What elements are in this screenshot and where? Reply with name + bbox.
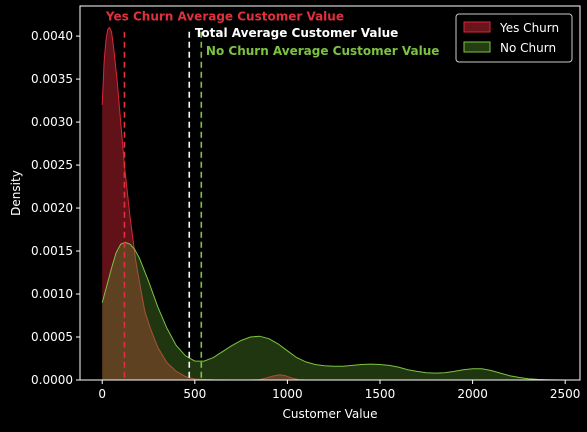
x-tick-label: 500 <box>183 387 206 401</box>
annotation-1: Total Average Customer Value <box>195 26 398 40</box>
legend-label-1: No Churn <box>500 41 556 55</box>
y-tick-label: 0.0035 <box>31 72 73 86</box>
x-tick-label: 1000 <box>272 387 303 401</box>
annotations: Yes Churn Average Customer Value Total Av… <box>105 10 439 58</box>
legend-swatch-0 <box>463 21 491 33</box>
y-tick-label: 0.0020 <box>31 201 73 215</box>
x-tick-label: 2000 <box>457 387 488 401</box>
plot-frame <box>79 5 581 381</box>
x-axis-label: Customer Value <box>282 407 377 421</box>
y-tick-label: 0.0015 <box>31 244 73 258</box>
legend-label-0: Yes Churn <box>499 21 559 35</box>
series-line-0 <box>101 26 306 381</box>
legend: Yes Churn No Churn <box>455 13 573 63</box>
y-tick-label: 0.0000 <box>31 373 73 387</box>
plot-area <box>101 26 566 381</box>
x-axis: 0 500 1000 1500 2000 2500 <box>98 380 580 401</box>
series-line-1 <box>101 241 566 381</box>
x-tick-label: 2500 <box>550 387 581 401</box>
series-area-0 <box>102 27 306 380</box>
y-tick-label: 0.0025 <box>31 158 73 172</box>
y-tick-label: 0.0040 <box>31 29 73 43</box>
y-tick-label: 0.0030 <box>31 115 73 129</box>
y-tick-label: 0.0010 <box>31 287 73 301</box>
x-tick-label: 1500 <box>365 387 396 401</box>
series-area-1 <box>102 242 566 380</box>
annotation-0: Yes Churn Average Customer Value <box>105 10 344 24</box>
x-tick-label: 0 <box>98 387 106 401</box>
annotation-2: No Churn Average Customer Value <box>206 44 439 58</box>
y-axis-label: Density <box>9 170 23 216</box>
y-axis: 0.0000 0.0005 0.0010 0.0015 0.0020 0.0025 0.00… <box>31 29 80 387</box>
y-tick-label: 0.0005 <box>31 330 73 344</box>
legend-swatch-1 <box>463 41 491 53</box>
